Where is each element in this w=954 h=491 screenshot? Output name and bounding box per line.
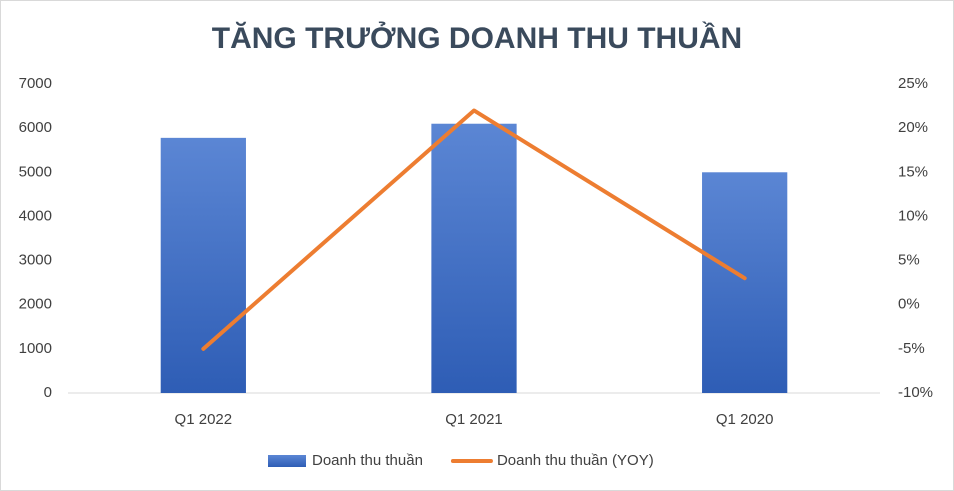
x-tick-label: Q1 2022 <box>175 411 233 428</box>
y-tick-label: 6000 <box>19 119 52 136</box>
y-tick-label: 3000 <box>19 252 52 269</box>
chart-title: TĂNG TRƯỞNG DOANH THU THUẦN <box>212 21 742 55</box>
legend-swatch <box>268 455 306 467</box>
y2-tick-label: 20% <box>898 119 928 136</box>
y2-tick-label: -10% <box>898 384 933 401</box>
y2-tick-label: 0% <box>898 296 920 313</box>
y2-tick-label: -5% <box>898 340 925 357</box>
legend-label: Doanh thu thuần <box>312 452 423 469</box>
y-tick-label: 0 <box>44 384 52 401</box>
y-tick-label: 4000 <box>19 207 52 224</box>
y-tick-label: 7000 <box>19 75 52 92</box>
y-tick-label: 1000 <box>19 340 52 357</box>
y2-tick-label: 5% <box>898 252 920 269</box>
y-tick-label: 2000 <box>19 296 52 313</box>
bar <box>702 172 788 393</box>
bar <box>431 123 517 393</box>
x-tick-label: Q1 2020 <box>716 411 774 428</box>
y2-tick-label: 10% <box>898 207 928 224</box>
x-tick-label: Q1 2021 <box>445 411 503 428</box>
bar <box>160 137 246 393</box>
y-tick-label: 5000 <box>19 163 52 180</box>
y2-tick-label: 15% <box>898 163 928 180</box>
line <box>201 108 747 351</box>
legend-label: Doanh thu thuần (YOY) <box>497 452 654 469</box>
y2-tick-label: 25% <box>898 75 928 92</box>
